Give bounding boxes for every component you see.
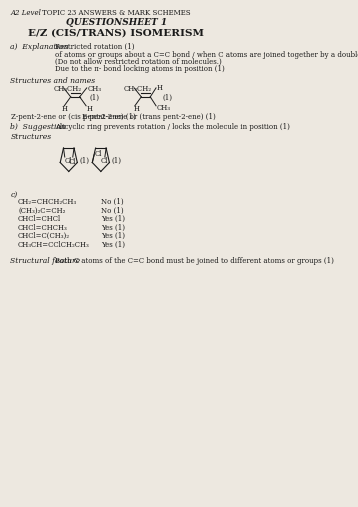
Text: c): c) bbox=[10, 190, 18, 198]
Text: Yes (1): Yes (1) bbox=[101, 232, 125, 240]
Text: Cl: Cl bbox=[94, 150, 102, 158]
Text: Cl: Cl bbox=[100, 157, 108, 165]
Text: No (1): No (1) bbox=[101, 198, 124, 206]
Text: (CH₃)₂C=CH₂: (CH₃)₂C=CH₂ bbox=[18, 207, 66, 215]
Text: (1): (1) bbox=[79, 157, 89, 165]
Text: CH₃: CH₃ bbox=[87, 85, 101, 93]
Text: Cl: Cl bbox=[68, 158, 76, 166]
Text: CH₂=CHCH₂CH₃: CH₂=CHCH₂CH₃ bbox=[18, 198, 77, 206]
Text: Yes (1): Yes (1) bbox=[101, 224, 125, 232]
Text: No (1): No (1) bbox=[101, 207, 124, 215]
Text: E/Z (CIS/TRANS) ISOMERISM: E/Z (CIS/TRANS) ISOMERISM bbox=[28, 28, 204, 37]
Text: H: H bbox=[157, 84, 163, 92]
Text: Yes (1): Yes (1) bbox=[101, 215, 125, 223]
Text: TOPIC 23 ANSWERS & MARK SCHEMES: TOPIC 23 ANSWERS & MARK SCHEMES bbox=[42, 9, 190, 17]
Text: Structures: Structures bbox=[10, 133, 52, 140]
Text: b)  Suggestion: b) Suggestion bbox=[10, 123, 66, 131]
Text: H: H bbox=[87, 105, 93, 113]
Text: CH₃CH=CClCH₂CH₃: CH₃CH=CClCH₂CH₃ bbox=[18, 240, 90, 248]
Text: CHCl=CHCH₃: CHCl=CHCH₃ bbox=[18, 224, 68, 232]
Text: Structural feature: Structural feature bbox=[10, 257, 81, 265]
Text: Cl: Cl bbox=[65, 157, 72, 165]
Text: A2 Level: A2 Level bbox=[10, 9, 41, 17]
Text: CH₃CH₂: CH₃CH₂ bbox=[124, 85, 152, 93]
Text: E-pent-2-ene or (trans pent-2-ene) (1): E-pent-2-ene or (trans pent-2-ene) (1) bbox=[82, 113, 216, 121]
Text: H: H bbox=[62, 105, 68, 113]
Text: CHCl=C(CH₃)₂: CHCl=C(CH₃)₂ bbox=[18, 232, 70, 240]
Text: of atoms or groups about a C=C bond / when C atoms are joined together by a doub: of atoms or groups about a C=C bond / wh… bbox=[55, 51, 358, 59]
Text: Alicyclic ring prevents rotation / locks the molecule in position (1): Alicyclic ring prevents rotation / locks… bbox=[55, 123, 290, 131]
Text: Structures and names: Structures and names bbox=[10, 77, 96, 85]
Text: (Do not allow restricted rotation of molecules.): (Do not allow restricted rotation of mol… bbox=[55, 58, 221, 66]
Text: Restricted rotation (1): Restricted rotation (1) bbox=[55, 43, 134, 51]
Text: CHCl=CHCl: CHCl=CHCl bbox=[18, 215, 61, 223]
Text: CH₃CH₂: CH₃CH₂ bbox=[53, 85, 81, 93]
Text: a)  Explanation: a) Explanation bbox=[10, 43, 69, 51]
Text: QUESTIONSHEET 1: QUESTIONSHEET 1 bbox=[66, 18, 167, 27]
Text: (1): (1) bbox=[163, 94, 173, 102]
Text: Yes (1): Yes (1) bbox=[101, 240, 125, 248]
Text: CH₃: CH₃ bbox=[157, 104, 171, 112]
Text: Both C atoms of the C=C bond must be joined to different atoms or groups (1): Both C atoms of the C=C bond must be joi… bbox=[55, 257, 334, 265]
Text: (1): (1) bbox=[89, 94, 99, 102]
Text: (1): (1) bbox=[111, 157, 121, 165]
Text: Due to the π- bond locking atoms in position (1): Due to the π- bond locking atoms in posi… bbox=[55, 65, 224, 73]
Text: Z-pent-2-ene or (cis pent-2-ene) (1): Z-pent-2-ene or (cis pent-2-ene) (1) bbox=[11, 113, 136, 121]
Text: H: H bbox=[134, 105, 140, 113]
